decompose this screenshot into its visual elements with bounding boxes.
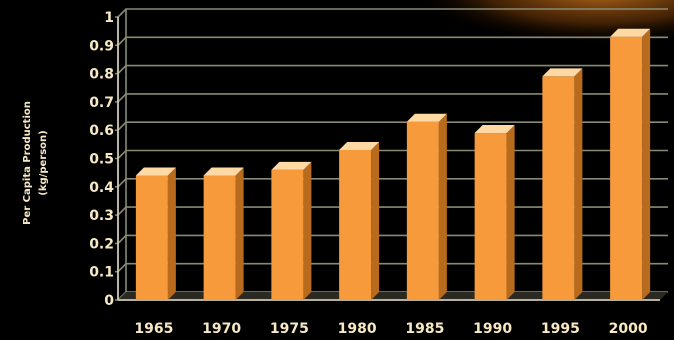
x-tick-label: 2000 [609,321,648,337]
gridline [117,206,668,216]
x-tick-label: 1995 [541,321,580,337]
bar-1975 [271,161,312,300]
axes [115,9,668,301]
gridline [117,93,668,103]
bar-front [474,133,507,300]
y-tick-labels: 0 0.1 0.2 0.3 0.4 0.5 0.6 0.7 0.8 0.9 1 [89,10,114,309]
bar-top [135,167,176,176]
bar-side [506,125,515,300]
bar-top [203,167,244,176]
bar-1980 [339,142,380,300]
x-tick-label: 1985 [405,321,444,337]
bar-side [235,167,244,300]
y-tick-label: 0.2 [89,236,114,252]
y-axis-label-line1: Per Capita Production [22,101,33,225]
bar-top [542,68,583,77]
y-tick-label: 0.1 [89,265,114,281]
bar-front [406,121,439,301]
y-tick-label: 0.7 [89,95,114,111]
x-tick-label: 1975 [270,321,309,337]
x-tick-label: 1970 [202,321,241,337]
bar-1965 [135,167,176,300]
y-tick-label: 1 [104,10,114,26]
y-tick-label: 0.6 [89,123,114,139]
plot-floor [118,292,668,300]
bar-top [339,142,380,151]
bar-top [474,125,515,134]
y-tick-label: 0.5 [89,152,114,168]
bar-side [642,28,651,301]
gridline [117,234,668,244]
y-tick-label: 0.4 [89,180,114,196]
bar-top [271,161,312,170]
x-tick-label: 1990 [473,321,512,337]
bar-side [438,113,447,301]
gridline [117,149,668,160]
y-tick-label: 0 [104,293,114,309]
bar-front [203,175,236,300]
y-tick-label: 0.9 [89,38,114,54]
bar-2000 [610,28,651,301]
bar-side [371,142,380,300]
bar-front [135,175,168,300]
bar-front [542,76,575,301]
bars [135,28,651,301]
x-tick-label: 1965 [134,321,173,337]
bar-1990 [474,125,515,300]
gridline [117,262,668,273]
x-tick-label: 1980 [338,321,377,337]
bar-front [339,150,372,300]
bar-front [610,36,643,301]
y-axis-label-line2: (kg/person) [38,130,49,195]
background-glow [413,0,674,45]
x-tick-labels: 1965 1970 1975 1980 1985 1990 1995 2000 [134,321,647,337]
gridline [117,64,668,75]
bar-1995 [542,68,583,301]
y-axis-label: Per Capita Production (kg/person) [22,101,49,225]
bar-side [167,167,176,300]
bar-front [271,169,304,300]
bar-top [610,28,651,37]
gridline [117,121,668,131]
y-tick-label: 0.8 [89,67,114,83]
bar-side [303,161,312,300]
bar-top [406,113,447,122]
y-tick-label: 0.3 [89,208,114,224]
bar-side [574,68,583,301]
gridline [117,178,668,188]
gridlines [117,8,668,301]
bar-1985 [406,113,447,301]
bar-1970 [203,167,244,300]
